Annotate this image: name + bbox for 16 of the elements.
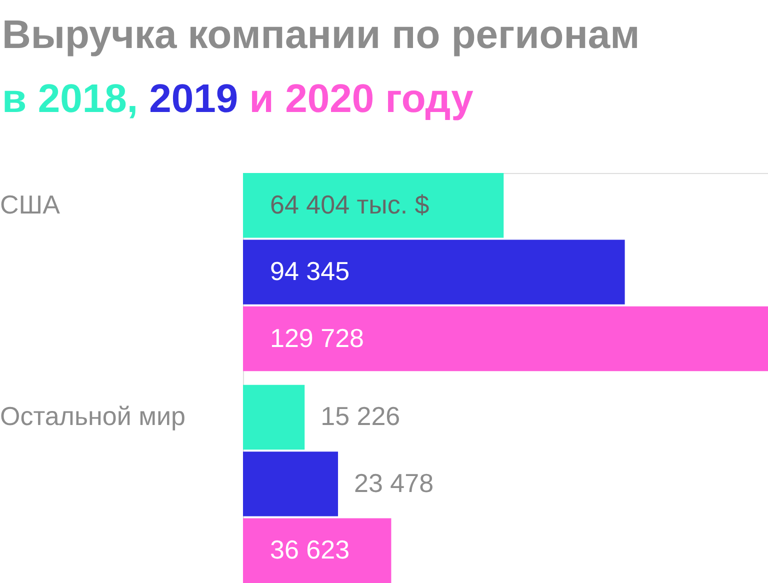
bar — [243, 306, 768, 372]
chart-title: Выручка компании по регионам — [2, 13, 640, 57]
chart-subtitle: в 2018, 2019 и 2020 году — [2, 77, 474, 121]
bar — [243, 452, 338, 516]
data-label: 36 623 — [270, 534, 350, 565]
data-label: 15 226 — [320, 401, 400, 432]
bar — [243, 518, 392, 583]
y-tick-label: Остальной мир — [0, 401, 186, 432]
bar — [243, 240, 625, 304]
data-label: 94 345 — [270, 256, 350, 286]
data-label: 23 478 — [354, 468, 434, 498]
bar — [243, 173, 504, 238]
bar — [243, 384, 305, 450]
data-label: 64 404 тыс. $ — [270, 189, 430, 220]
y-tick-label: США — [0, 189, 61, 220]
data-label: 129 728 — [270, 322, 364, 353]
